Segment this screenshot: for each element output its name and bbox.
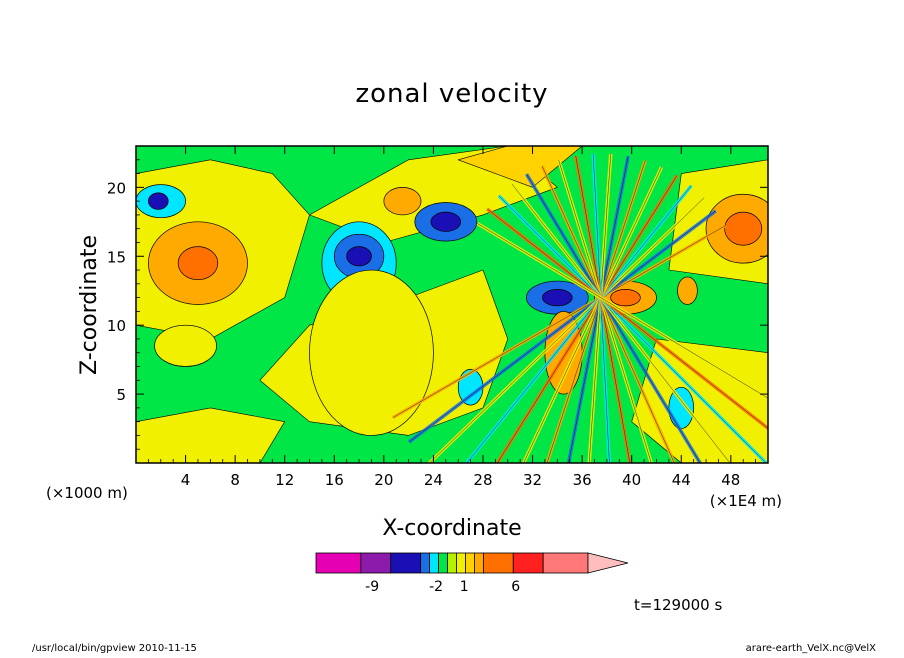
y-tick-label-2: 15 <box>107 248 126 266</box>
plot-area <box>136 146 768 463</box>
colorbar-segment-12 <box>542 552 589 574</box>
contour-blob-8 <box>309 269 434 436</box>
wave-streak-contour-17 <box>477 223 768 399</box>
wave-streak-contour-2 <box>429 197 705 463</box>
colorbar-label-3: 6 <box>511 579 520 595</box>
x-axis-label: X-coordinate <box>382 516 521 541</box>
x-tick-label-4: 20 <box>374 471 393 489</box>
shaded-band-6 <box>457 146 583 188</box>
x-tick-label-1: 8 <box>230 471 240 489</box>
wave-streak-contour-0 <box>392 225 726 418</box>
wave-streak-contour-1 <box>408 210 716 443</box>
colorbar-segment-9 <box>474 552 484 574</box>
colorbar <box>315 552 629 574</box>
contour-blob-14 <box>542 288 573 307</box>
colorbar-segment-2 <box>390 552 422 574</box>
colorbar-segment-1 <box>360 552 392 574</box>
contour-blob-16 <box>610 288 641 307</box>
wave-streak-contour-14 <box>511 184 731 463</box>
contour-blob-6 <box>430 211 462 232</box>
wave-streak-contour-13 <box>526 174 701 463</box>
colorbar-segment-0 <box>315 552 362 574</box>
wave-streak-contour-15 <box>498 195 767 463</box>
colorbar-segment-6 <box>447 552 457 574</box>
colorbar-label-0: -9 <box>365 579 379 595</box>
x-unit-right: (×1E4 m) <box>710 492 782 510</box>
contour-blob-1 <box>177 246 219 281</box>
x-tick-label-7: 32 <box>523 471 542 489</box>
wave-streak-contour-16 <box>487 208 768 429</box>
shaded-band-2 <box>136 407 285 463</box>
x-tick-label-9: 40 <box>622 471 641 489</box>
plot-frame <box>135 145 769 464</box>
wave-streak-contour-8 <box>588 153 611 463</box>
y-axis-ticks: 5 10 15 20 <box>107 159 768 450</box>
contour-blob-10 <box>148 192 169 210</box>
wave-streak-contour-11 <box>558 159 652 463</box>
x-tick-label-0: 4 <box>181 471 191 489</box>
colorbar-segment-3 <box>420 552 430 574</box>
footer-left: /usr/local/bin/gpview 2010-11-15 <box>32 643 197 654</box>
contour-blobs <box>136 184 768 436</box>
wave-streak-contour-9 <box>592 153 610 463</box>
contour-blob-7 <box>383 186 422 216</box>
wave-streak-contour-3 <box>466 185 692 463</box>
colorbar-labels: -9 -2 1 6 <box>365 579 520 595</box>
colorbar-segment-8 <box>465 552 475 574</box>
x-tick-label-10: 44 <box>672 471 691 489</box>
footer-right: arare-earth_VelX.nc@VelX <box>746 643 877 654</box>
y-tick-label-3: 20 <box>107 179 126 197</box>
x-tick-label-2: 12 <box>275 471 294 489</box>
wave-streak-contour-4 <box>497 175 678 463</box>
colorbar-segment-11 <box>512 552 544 574</box>
contour-blob-20 <box>668 386 694 429</box>
y-tick-label-1: 10 <box>107 317 126 335</box>
colorbar-segment-10 <box>482 552 514 574</box>
colorbar-segment-4 <box>429 552 439 574</box>
x-unit-left: (×1000 m) <box>46 484 128 502</box>
wave-streak-contour-5 <box>523 167 662 463</box>
x-tick-label-3: 16 <box>325 471 344 489</box>
colorbar-arrow <box>587 552 629 574</box>
x-tick-label-5: 24 <box>424 471 443 489</box>
wave-streak-contour-7 <box>568 156 629 463</box>
colorbar-label-1: -2 <box>429 579 443 595</box>
x-tick-label-8: 36 <box>573 471 592 489</box>
colorbar-segment-7 <box>456 552 466 574</box>
wave-streak-contour-12 <box>541 165 675 463</box>
colorbar-segment-5 <box>438 552 448 574</box>
time-label: t=129000 s <box>634 596 722 614</box>
x-tick-label-11: 48 <box>721 471 740 489</box>
contour-blob-21 <box>677 276 698 305</box>
contour-blob-12 <box>724 211 763 246</box>
contour-blob-4 <box>346 246 372 267</box>
wave-streaks <box>391 153 768 463</box>
wave-streak-contour-6 <box>546 160 646 463</box>
colorbar-label-2: 1 <box>460 579 469 595</box>
x-tick-label-6: 28 <box>473 471 492 489</box>
y-axis-label: Z-coordinate <box>77 235 102 375</box>
wave-streak-contour-10 <box>575 155 631 463</box>
contour-blob-17 <box>154 324 217 367</box>
x-axis-ticks: 4 8 12 16 20 24 28 32 36 40 44 48 <box>147 146 757 489</box>
y-tick-label-0: 5 <box>116 386 126 404</box>
chart-title: zonal velocity <box>355 79 548 109</box>
